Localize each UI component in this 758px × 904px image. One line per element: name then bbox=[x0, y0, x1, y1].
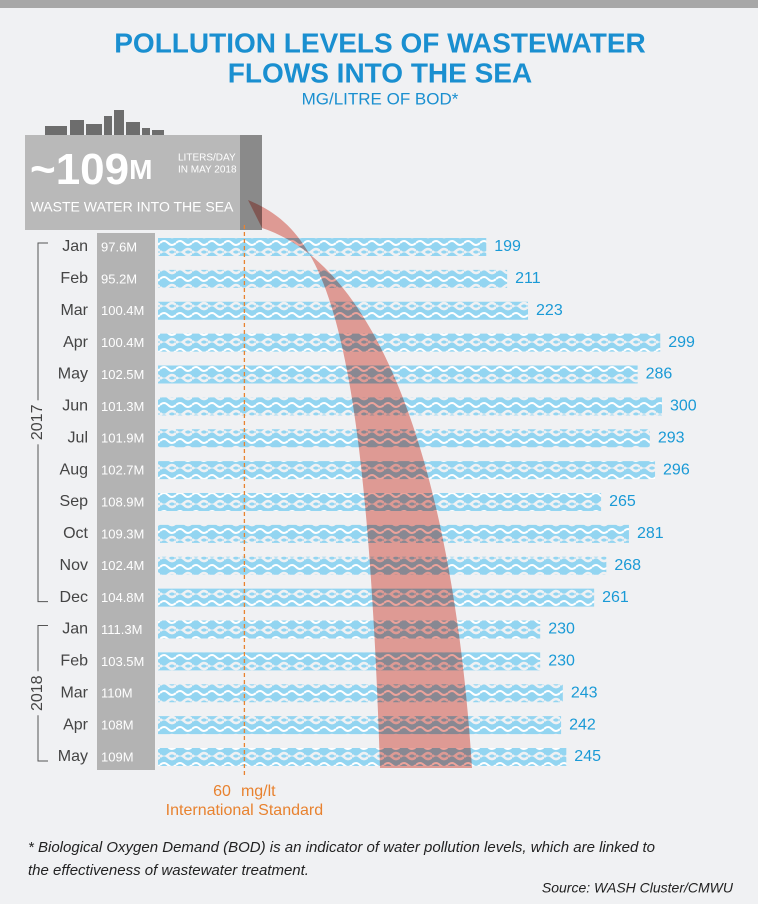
value-label: 286 bbox=[646, 366, 673, 383]
category-label: Mar bbox=[60, 684, 88, 701]
value-label: 230 bbox=[548, 653, 575, 670]
category-label: Dec bbox=[60, 589, 88, 606]
chart: POLLUTION LEVELS OF WASTEWATER FLOWS INT… bbox=[0, 0, 758, 899]
chart-title: FLOWS INTO THE SEA bbox=[228, 57, 532, 88]
volume-label: 100.4M bbox=[101, 335, 144, 350]
value-label: 296 bbox=[663, 461, 690, 478]
bar bbox=[158, 748, 566, 766]
volume-label: 102.7M bbox=[101, 463, 144, 478]
callout-amount: ~109 bbox=[30, 145, 129, 194]
category-label: Feb bbox=[60, 270, 88, 287]
skyline-icon bbox=[45, 110, 164, 135]
volume-label: 100.4M bbox=[101, 303, 144, 318]
value-label: 245 bbox=[574, 748, 601, 765]
footnote: * Biological Oxygen Demand (BOD) is an i… bbox=[28, 839, 655, 856]
reference-unit: mg/lt bbox=[241, 783, 276, 800]
category-label: Jul bbox=[68, 429, 88, 446]
bar bbox=[158, 716, 561, 734]
volume-label: 101.9M bbox=[101, 431, 144, 446]
volume-label: 102.5M bbox=[101, 367, 144, 382]
value-label: 300 bbox=[670, 398, 697, 415]
category-label: Jan bbox=[62, 238, 88, 255]
chart-title: POLLUTION LEVELS OF WASTEWATER bbox=[114, 27, 645, 58]
value-label: 293 bbox=[658, 429, 685, 446]
callout-caption: WASTE WATER INTO THE SEA bbox=[31, 199, 234, 215]
reference-label: 60 mg/lt bbox=[213, 783, 276, 800]
category-label: Oct bbox=[63, 525, 88, 542]
bar bbox=[158, 334, 660, 352]
footnote: the effectiveness of wastewater treatmen… bbox=[28, 862, 309, 879]
bar bbox=[158, 684, 563, 702]
volume-label: 102.4M bbox=[101, 558, 144, 573]
bar bbox=[158, 621, 540, 639]
volume-label: 108M bbox=[101, 718, 134, 733]
volume-label: 97.6M bbox=[101, 239, 137, 254]
value-label: 223 bbox=[536, 302, 563, 319]
bar bbox=[158, 366, 638, 384]
category-label: Jan bbox=[62, 621, 88, 638]
value-label: 299 bbox=[668, 334, 695, 351]
bar bbox=[158, 397, 662, 415]
volume-label: 109M bbox=[101, 749, 134, 764]
category-label: Nov bbox=[60, 557, 88, 574]
category-label: Sep bbox=[60, 493, 89, 510]
volume-label: 101.3M bbox=[101, 399, 144, 414]
volume-label: 95.2M bbox=[101, 271, 137, 286]
category-label: Feb bbox=[60, 653, 88, 670]
callout-unit: M bbox=[129, 154, 152, 185]
volume-label: 111.3M bbox=[101, 622, 142, 637]
category-label: Mar bbox=[60, 302, 88, 319]
volume-label: 110M bbox=[101, 686, 133, 701]
category-label: Jun bbox=[62, 398, 88, 415]
category-label: Aug bbox=[60, 461, 88, 478]
bar bbox=[158, 652, 540, 670]
volume-label: 103.5M bbox=[101, 654, 144, 669]
year-label: 2017 bbox=[29, 404, 46, 440]
category-label: May bbox=[58, 748, 88, 765]
value-label: 243 bbox=[571, 684, 598, 701]
source: Source: WASH Cluster/CMWU bbox=[542, 880, 734, 896]
category-label: Apr bbox=[63, 716, 89, 733]
category-label: Apr bbox=[63, 334, 89, 351]
volume-label: 109.3M bbox=[101, 526, 144, 541]
callout-note: LITERS/DAY bbox=[178, 153, 236, 164]
value-label: 211 bbox=[515, 270, 541, 287]
reference-note: International Standard bbox=[166, 802, 323, 819]
value-label: 281 bbox=[637, 525, 664, 542]
reference-value: 60 bbox=[213, 783, 231, 800]
top-strip bbox=[0, 0, 758, 8]
chart-subtitle: MG/LITRE OF BOD* bbox=[302, 89, 459, 108]
value-label: 199 bbox=[494, 238, 521, 255]
category-label: May bbox=[58, 366, 88, 383]
bar bbox=[158, 238, 486, 256]
year-label: 2018 bbox=[29, 675, 46, 711]
value-label: 261 bbox=[602, 589, 629, 606]
value-label: 230 bbox=[548, 621, 575, 638]
value-label: 265 bbox=[609, 493, 636, 510]
value-label: 242 bbox=[569, 716, 596, 733]
callout-note: IN MAY 2018 bbox=[178, 165, 237, 176]
value-label: 268 bbox=[614, 557, 641, 574]
volume-label: 108.9M bbox=[101, 494, 144, 509]
volume-label: 104.8M bbox=[101, 590, 144, 605]
